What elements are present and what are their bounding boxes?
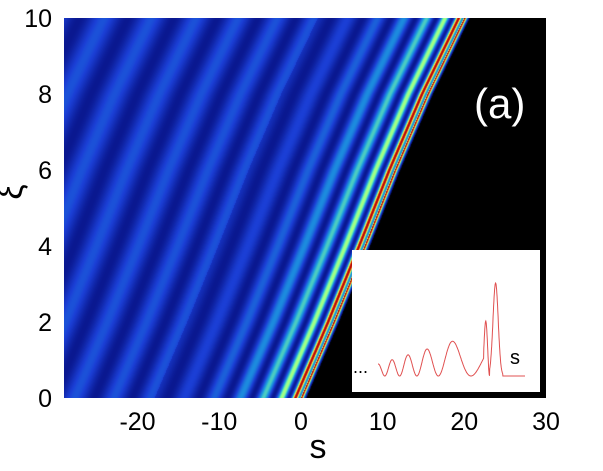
panel-label: (a) <box>474 80 525 127</box>
inset: ... s <box>352 250 540 392</box>
x-axis-title: s <box>310 428 327 466</box>
inset-background <box>352 250 540 392</box>
x-tick-label: 20 <box>450 408 478 436</box>
x-tick-label: 30 <box>532 408 560 436</box>
y-tick-label: 4 <box>38 233 52 261</box>
inset-waveform-line <box>378 281 525 377</box>
y-tick-label: 8 <box>38 81 52 109</box>
watermark: 知乎 @芝士扭扭怪 <box>457 437 590 456</box>
inset-dots: ... <box>353 357 368 377</box>
y-tick-label: 2 <box>38 309 52 337</box>
inset-s-label: s <box>510 347 520 369</box>
x-tick-label: 10 <box>369 408 397 436</box>
y-axis-title: ξ <box>0 184 30 199</box>
x-tick-label: -10 <box>201 408 237 436</box>
y-ticks: 0 2 4 6 8 10 <box>24 5 52 413</box>
y-tick-label: 0 <box>38 385 52 413</box>
x-tick-label: 0 <box>294 408 308 436</box>
y-tick-label: 10 <box>24 5 52 33</box>
x-tick-label: -20 <box>119 408 155 436</box>
x-ticks: -20 -10 0 10 20 30 <box>119 408 559 436</box>
y-tick-label: 6 <box>38 157 52 185</box>
